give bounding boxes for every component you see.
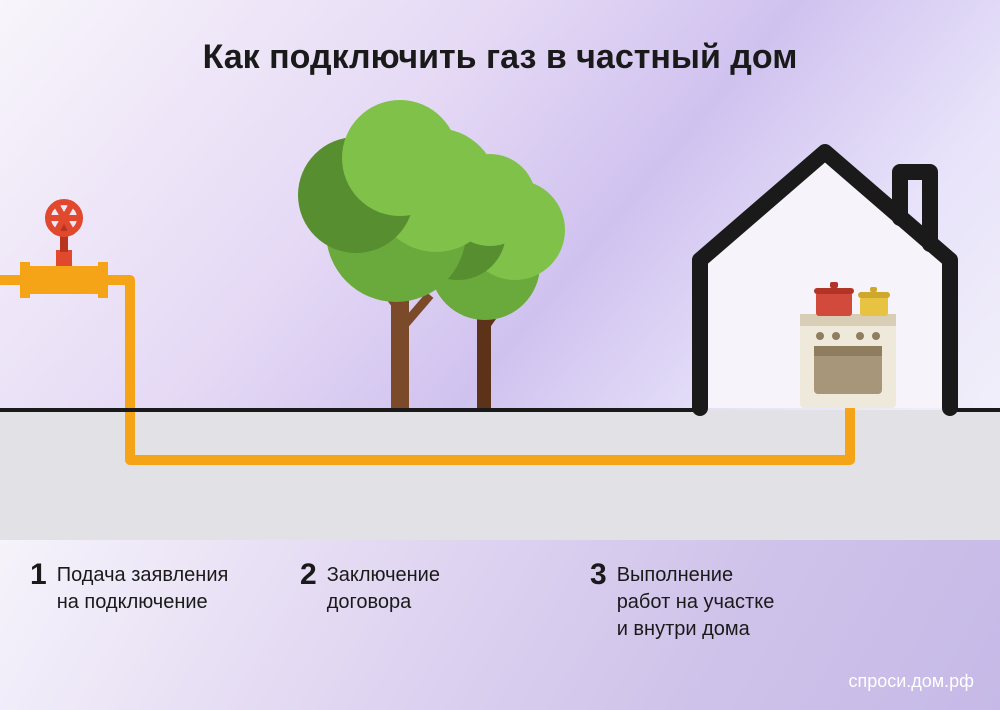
step-number: 2 bbox=[300, 560, 317, 590]
footer-brand: спроси.дом.рф bbox=[848, 671, 974, 692]
infographic-canvas: Как подключить газ в частный дом bbox=[0, 0, 1000, 710]
scene-illustration bbox=[0, 0, 1000, 540]
step-number: 1 bbox=[30, 560, 47, 590]
step-1: 1 Подача заявленияна подключение bbox=[30, 562, 300, 643]
step-3: 3 Выполнениеработ на участкеи внутри дом… bbox=[590, 562, 930, 643]
gas-valve-icon bbox=[20, 202, 108, 298]
step-text: Подача заявленияна подключение bbox=[57, 562, 229, 616]
steps-row: 1 Подача заявленияна подключение 2 Заклю… bbox=[0, 562, 1000, 643]
step-number: 3 bbox=[590, 560, 607, 590]
step-2: 2 Заключениедоговора bbox=[300, 562, 590, 643]
step-text: Выполнениеработ на участкеи внутри дома bbox=[617, 562, 775, 643]
step-text: Заключениедоговора bbox=[327, 562, 440, 616]
